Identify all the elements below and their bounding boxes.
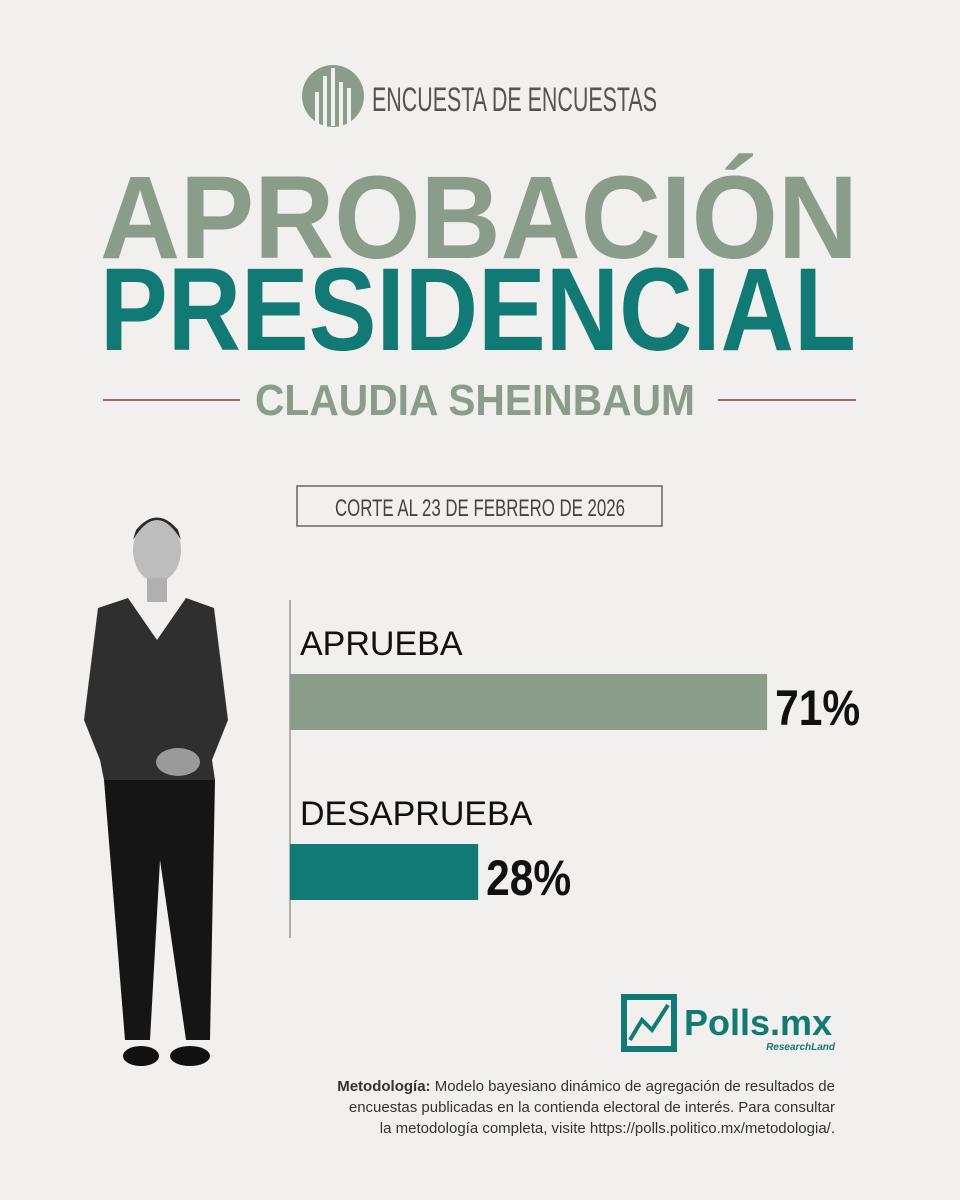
brand-logo [621,994,677,1052]
kicker: ENCUESTA DE ENCUESTAS [372,81,657,119]
subtitle: CLAUDIA SHEINBAUM [255,376,695,425]
kicker-logo [302,65,364,127]
methodology-line: encuestas publicadas en la contienda ele… [349,1099,835,1116]
category-label: APRUEBA [300,625,463,663]
methodology-label: Metodología: [337,1078,430,1095]
brand: Polls.mx [684,1002,832,1043]
title-line1: APROBACIÓN [100,152,858,284]
bar [290,844,479,900]
category-label: DESAPRUEBA [300,795,533,833]
value-label: 71% [775,680,860,736]
bar-chart: APRUEBA 71% DESAPRUEBA 28% [290,625,860,906]
methodology-line: la metodología completa, visite https://… [380,1120,835,1137]
cutoff: CORTE AL 23 DE FEBRERO DE 2026 [335,495,625,522]
brand-sub: ResearchLand [766,1042,836,1053]
bar [290,674,768,730]
title-line2: PRESIDENCIAL [100,244,856,376]
cutoff-box [296,485,663,527]
methodology-line: Modelo bayesiano dinámico de agregación … [435,1078,835,1095]
value-label: 28% [486,850,571,906]
portrait [84,517,228,1066]
methodology: Metodología: Modelo bayesiano dinámico d… [337,1078,835,1095]
